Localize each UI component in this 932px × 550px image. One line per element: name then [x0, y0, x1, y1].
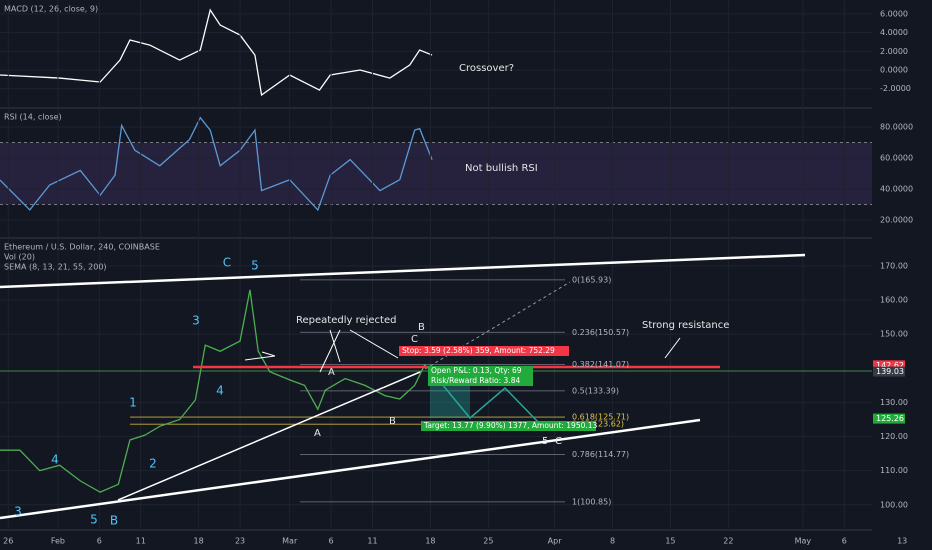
pane-title: Ethereum / U.S. Dollar, 240, COINBASE: [4, 243, 160, 252]
x-tick-label: 18: [425, 537, 435, 546]
fib-label: 0.236(150.57): [572, 328, 629, 337]
y-tick-label: 160.00: [880, 296, 908, 305]
position-box: [399, 346, 569, 356]
projection: [431, 371, 541, 425]
arrow: [664, 337, 681, 359]
x-tick-label: 18: [194, 537, 204, 546]
annotation: Not bullish RSI: [465, 163, 538, 174]
y-tick-label: 0.0000: [880, 66, 908, 75]
annotation: B: [418, 322, 425, 333]
x-tick-label: Feb: [51, 537, 65, 546]
y-tick-label: 60.0000: [880, 154, 913, 163]
y-tick-label: 2.0000: [880, 47, 908, 56]
arrow: [319, 329, 399, 373]
y-tick-label: 4.0000: [880, 28, 908, 37]
annotation: Strong resistance: [642, 320, 729, 331]
y-tick-label: 40.0000: [880, 185, 913, 194]
x-tick-label: 22: [723, 537, 733, 546]
annotation: B: [389, 416, 396, 427]
annotation: B: [110, 514, 118, 528]
position-label: Risk/Reward Ratio: 3.84: [431, 376, 520, 385]
y-tick-label: -2.0000: [880, 84, 911, 93]
annotation: 3: [14, 505, 22, 519]
fib-label: 0.382(141.07): [572, 360, 629, 369]
x-tick-label: 26: [3, 537, 13, 546]
x-tick-label: Mar: [282, 537, 298, 546]
fib-label: 0.65(123.62): [572, 420, 624, 429]
price-label: 125.26: [876, 414, 904, 423]
annotation: C: [555, 436, 562, 447]
position-label: Stop: 3.59 (2.58%) 359, Amount: 752.29: [402, 346, 555, 355]
annotation: Crossover?: [459, 63, 514, 74]
pane-title: RSI (14, close): [4, 113, 62, 122]
x-tick-label: 11: [367, 537, 377, 546]
arrow: [244, 351, 276, 361]
fib-label: 0.5(133.39): [572, 386, 619, 395]
y-tick-label: 150.00: [880, 330, 908, 339]
annotation: Repeatedly rejected: [296, 315, 396, 326]
position-box: [428, 366, 533, 376]
x-tick-label: 8: [610, 537, 615, 546]
annotation: 3: [192, 314, 200, 328]
position-box: [428, 376, 533, 386]
x-tick-label: 25: [483, 537, 493, 546]
trend-line: [117, 371, 421, 501]
position-box: [421, 421, 596, 431]
annotation: 5: [542, 436, 548, 447]
fib-label: 0(165.93): [572, 275, 611, 284]
price-axis: [872, 0, 932, 550]
series-line: [0, 289, 433, 493]
y-tick-label: 130.00: [880, 398, 908, 407]
position-label: Target: 13.77 (9.90%) 1377, Amount: 1950…: [423, 421, 598, 430]
annotation: 4: [216, 384, 224, 398]
rsi-band: [0, 142, 872, 205]
indicator-label: SEMA (8, 13, 21, 55, 200): [4, 263, 107, 272]
annotation: C: [411, 334, 418, 345]
plot-area: [0, 0, 903, 530]
trend-line: [0, 253, 806, 289]
fib-label: 0.618(125.71): [572, 413, 629, 422]
annotation: C: [223, 256, 231, 270]
y-tick-label: 120.00: [880, 432, 908, 441]
price-label: 142.62: [876, 361, 904, 370]
fib-label: 1(100.85): [572, 497, 611, 506]
price-label-bg: [873, 413, 905, 424]
series-line: [0, 116, 433, 212]
y-tick-label: 170.00: [880, 261, 908, 270]
x-tick-label: 15: [665, 537, 675, 546]
x-tick-label: 6: [842, 537, 847, 546]
annotation: 1: [129, 396, 137, 410]
x-tick-label: May: [795, 537, 812, 546]
annotation: A: [328, 367, 335, 378]
annotation: 5: [90, 513, 98, 527]
position-label: Open P&L: 0.13, Qty: 69: [431, 366, 522, 375]
fib-label: 0.786(114.77): [572, 450, 629, 459]
annotation: 2: [149, 457, 157, 471]
annotation: 4: [51, 453, 59, 467]
x-tick-label: 23: [235, 537, 245, 546]
price-label-bg: [873, 360, 905, 371]
price-label: 139.03: [876, 367, 904, 376]
y-tick-label: 100.00: [880, 500, 908, 509]
y-tick-label: 110.00: [880, 466, 908, 475]
y-tick-label: 6.0000: [880, 9, 908, 18]
x-tick-label: 13: [897, 537, 907, 546]
overlay: 6.0000 4.0000 2.0000 0.0000 -2.0000 MACD (12,…: [3, 5, 913, 546]
annotation: 5: [251, 259, 259, 273]
indicator-label: Vol (20): [4, 253, 35, 262]
y-tick-label: 80.0000: [880, 123, 913, 132]
annotation: A: [314, 428, 321, 439]
price-label-bg: [873, 366, 905, 377]
y-tick-label: 20.0000: [880, 216, 913, 225]
x-tick-label: 6: [97, 537, 102, 546]
pane-title: MACD (12, 26, close, 9): [4, 5, 98, 14]
trend-line: [419, 281, 571, 373]
trend-line: [0, 418, 701, 520]
x-tick-label: 11: [136, 537, 146, 546]
x-tick-label: Apr: [548, 537, 563, 546]
x-tick-label: 6: [329, 537, 334, 546]
